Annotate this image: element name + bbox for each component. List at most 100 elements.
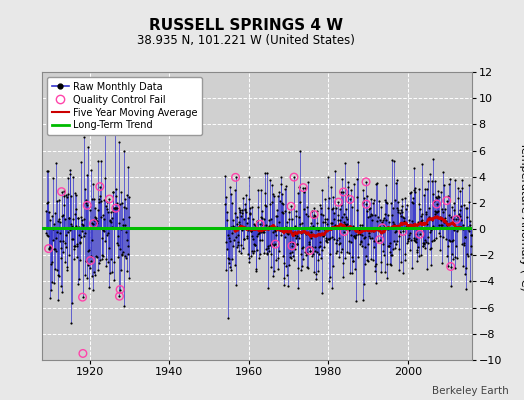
Point [234,242,243,248]
Point [239,235,248,242]
Point [53,272,62,278]
Point [458,241,466,248]
Point [113,205,121,211]
Point [305,247,314,254]
Point [75,276,83,282]
Point [255,230,264,236]
Point [380,214,388,221]
Point [262,203,270,210]
Point [456,207,464,213]
Point [45,209,53,215]
Point [64,228,72,235]
Point [391,245,399,252]
Point [222,194,231,200]
Point [103,232,111,238]
Point [429,191,438,198]
Point [46,217,54,224]
Point [279,201,288,208]
Point [436,214,444,221]
Point [74,215,82,222]
Point [314,257,322,264]
Point [340,228,348,235]
Point [347,239,356,245]
Point [259,250,268,256]
Point [62,231,70,238]
Point [263,250,271,256]
Point [438,205,446,212]
Point [282,262,290,269]
Point [381,211,389,217]
Point [437,188,445,195]
Point [301,185,310,192]
Point [42,168,51,174]
Point [367,256,375,262]
Point [300,229,308,235]
Point [299,206,308,212]
Point [332,240,340,246]
Point [108,215,117,222]
Point [331,168,339,174]
Point [420,192,429,198]
Point [294,190,302,196]
Point [246,210,254,216]
Point [97,235,106,241]
Point [364,258,373,264]
Point [76,257,84,263]
Point [43,233,52,240]
Point [102,203,110,209]
Point [283,230,292,236]
Point [304,244,313,250]
Point [298,245,306,251]
Point [122,229,130,235]
Point [307,229,315,235]
Point [399,228,407,235]
Point [78,294,86,300]
Point [125,214,133,220]
Point [48,279,57,285]
Point [398,214,407,220]
Point [365,206,373,212]
Point [421,244,430,251]
Point [116,201,124,207]
Point [333,237,342,243]
Point [353,206,361,213]
Point [234,205,243,211]
Point [91,214,100,220]
Point [104,230,112,236]
Point [381,196,389,203]
Point [80,216,89,222]
Point [296,198,304,205]
Point [52,248,60,254]
Point [464,182,473,189]
Point [366,213,374,219]
Point [392,180,400,186]
Point [105,196,114,202]
Point [409,195,417,201]
Point [257,187,265,193]
Point [352,232,361,238]
Point [248,250,257,256]
Point [272,224,281,231]
Point [237,250,245,256]
Point [270,227,279,234]
Point [59,248,68,255]
Point [338,176,346,182]
Point [282,272,291,278]
Point [269,229,278,235]
Point [277,232,286,238]
Point [245,196,254,202]
Point [302,250,311,256]
Point [283,230,291,236]
Point [64,252,73,258]
Point [270,268,278,274]
Point [87,252,95,259]
Point [315,251,323,257]
Point [46,287,54,293]
Point [329,194,337,201]
Point [86,257,95,264]
Point [256,221,264,228]
Point [444,263,453,269]
Point [276,226,284,233]
Point [121,302,129,309]
Point [446,238,454,245]
